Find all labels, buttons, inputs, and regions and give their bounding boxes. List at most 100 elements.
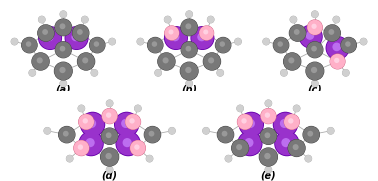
Point <box>93 43 99 45</box>
Point <box>328 129 334 132</box>
Point <box>185 25 191 28</box>
Point <box>60 48 67 51</box>
Point <box>78 147 84 150</box>
Point <box>186 13 192 16</box>
Point <box>236 146 242 149</box>
Point <box>361 40 367 43</box>
Point <box>135 107 141 110</box>
Point <box>135 107 141 110</box>
Point <box>37 59 43 62</box>
Point <box>241 119 247 122</box>
Point <box>235 40 241 43</box>
Point <box>82 59 88 62</box>
Point <box>217 71 223 74</box>
Point <box>185 69 191 71</box>
Point <box>107 168 113 171</box>
Point <box>109 40 115 43</box>
Point <box>242 120 248 123</box>
Point <box>220 44 226 47</box>
Point <box>263 40 269 43</box>
Point <box>47 37 53 39</box>
Point <box>264 155 270 157</box>
Point <box>294 147 300 150</box>
Point <box>152 43 158 45</box>
Point <box>186 82 192 85</box>
Point <box>77 32 84 35</box>
Point <box>105 155 112 157</box>
Point <box>237 107 243 110</box>
Point <box>169 129 175 132</box>
Point <box>186 82 192 85</box>
Point <box>163 59 169 62</box>
Point <box>59 69 65 71</box>
Point <box>294 32 301 35</box>
Point <box>74 37 80 39</box>
Point <box>83 120 89 123</box>
Point <box>198 35 204 38</box>
Point <box>203 32 209 35</box>
Point <box>137 40 143 43</box>
Point <box>168 31 174 33</box>
Point <box>149 133 155 136</box>
Point <box>265 102 271 105</box>
Point <box>311 47 317 50</box>
Point <box>209 60 215 63</box>
Point <box>149 133 155 136</box>
Point <box>165 18 171 21</box>
Point <box>289 60 295 63</box>
Point <box>308 35 314 38</box>
Point <box>203 129 209 132</box>
Point <box>60 13 67 16</box>
Point <box>59 47 65 50</box>
Point <box>312 82 318 85</box>
Point <box>361 40 367 43</box>
Point <box>135 147 141 150</box>
Point <box>64 133 70 136</box>
Point <box>26 44 33 47</box>
Point <box>130 120 136 123</box>
Point <box>173 37 179 39</box>
Point <box>284 142 290 145</box>
Point <box>290 18 296 21</box>
Point <box>305 157 311 160</box>
Point <box>60 70 67 73</box>
Point <box>124 123 130 126</box>
Point <box>107 135 113 138</box>
Point <box>77 32 84 35</box>
Point <box>29 71 35 74</box>
Point <box>312 82 318 85</box>
Point <box>147 157 153 160</box>
Point <box>288 119 294 122</box>
Point <box>308 133 314 136</box>
Point <box>88 142 94 145</box>
Point <box>37 60 43 63</box>
Point <box>186 26 192 29</box>
Point <box>90 123 96 126</box>
Point <box>311 69 317 71</box>
Point <box>124 141 130 144</box>
Point <box>107 155 113 158</box>
Point <box>46 35 52 38</box>
Point <box>219 43 225 45</box>
Point <box>90 123 96 126</box>
Point <box>74 37 80 39</box>
Point <box>203 129 209 132</box>
Point <box>235 40 241 43</box>
Point <box>265 102 271 105</box>
Point <box>42 31 48 33</box>
Point <box>333 18 339 21</box>
Point <box>186 13 192 16</box>
Point <box>109 40 115 43</box>
Point <box>107 115 113 117</box>
Point <box>217 71 223 74</box>
Point <box>135 147 141 150</box>
Point <box>312 13 318 16</box>
Point <box>124 123 130 126</box>
Point <box>335 47 341 49</box>
Point <box>237 147 243 150</box>
Point <box>312 48 318 51</box>
Point <box>334 59 340 62</box>
Point <box>26 43 32 45</box>
Point <box>186 26 192 29</box>
Point <box>289 120 295 123</box>
